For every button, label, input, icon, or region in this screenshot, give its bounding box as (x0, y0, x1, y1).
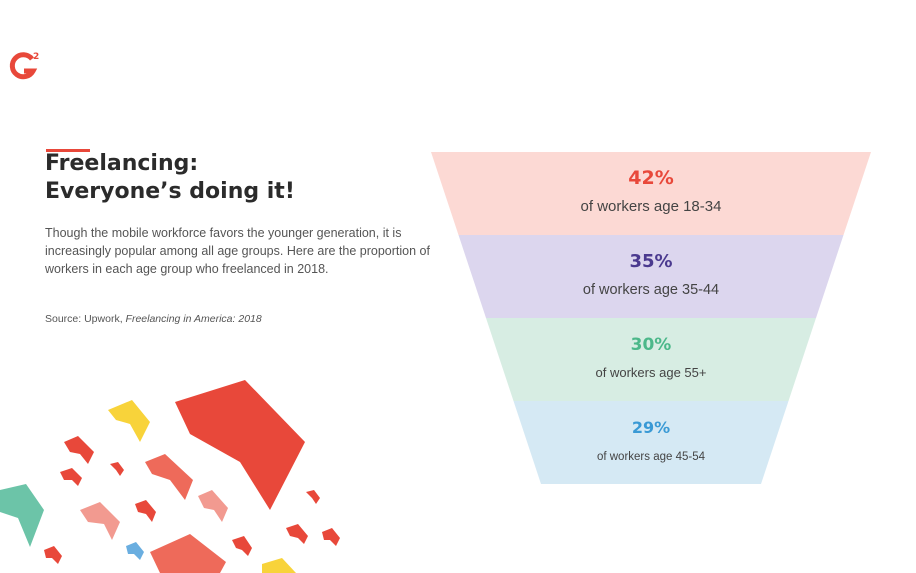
funnel-value-label: 42% (628, 167, 673, 189)
deco-small-arrow-1 (64, 436, 94, 464)
g2-logo: 2 (9, 52, 39, 80)
title-line-2: Everyone’s doing it! (45, 179, 295, 204)
funnel-segment (486, 318, 816, 401)
deco-pink-arrow-2 (198, 490, 228, 522)
deco-small-arrow-9 (306, 490, 320, 504)
source-title: Freelancing in America: 2018 (125, 313, 262, 325)
funnel-value-label: 29% (632, 418, 670, 437)
deco-small-arrow-8 (322, 528, 340, 546)
deco-bottom-arrow (150, 534, 226, 573)
page-title: Freelancing: Everyone’s doing it! (45, 150, 405, 206)
funnel-category-label: of workers age 55+ (596, 365, 707, 380)
deco-yellow-arrow (108, 400, 150, 442)
funnel-segment (431, 152, 871, 235)
deco-small-arrow-4 (135, 500, 156, 522)
description: Though the mobile workforce favors the y… (45, 226, 430, 276)
deco-small-arrow-7 (286, 524, 308, 544)
deco-small-arrow-2 (60, 468, 82, 486)
funnel-value-label: 30% (631, 335, 672, 355)
funnel-category-label: of workers age 35-44 (583, 282, 719, 298)
deco-small-arrow-5 (44, 546, 62, 564)
deco-mid-arrow (145, 454, 193, 500)
title-line-1: Freelancing: (45, 151, 199, 176)
funnel-category-label: of workers age 45-54 (597, 451, 706, 463)
deco-small-arrow-3 (110, 462, 124, 476)
funnel-segment (513, 401, 789, 484)
deco-blue-arrow (126, 542, 144, 560)
deco-large-arrow (175, 380, 305, 510)
funnel-category-label: of workers age 18-34 (581, 198, 722, 215)
deco-yellow-small (262, 558, 296, 573)
logo-superscript: 2 (33, 52, 39, 62)
funnel-segment (458, 235, 844, 318)
deco-small-arrow-6 (232, 536, 252, 556)
deco-pink-arrow-1 (80, 502, 120, 540)
title-accent-rule (46, 149, 90, 152)
source-citation: Source: Upwork, Freelancing in America: … (45, 313, 262, 325)
source-prefix: Source: Upwork, (45, 313, 126, 325)
deco-teal-arrow (0, 484, 44, 547)
decorative-arrow-shapes (0, 380, 340, 573)
funnel-value-label: 35% (629, 251, 672, 272)
